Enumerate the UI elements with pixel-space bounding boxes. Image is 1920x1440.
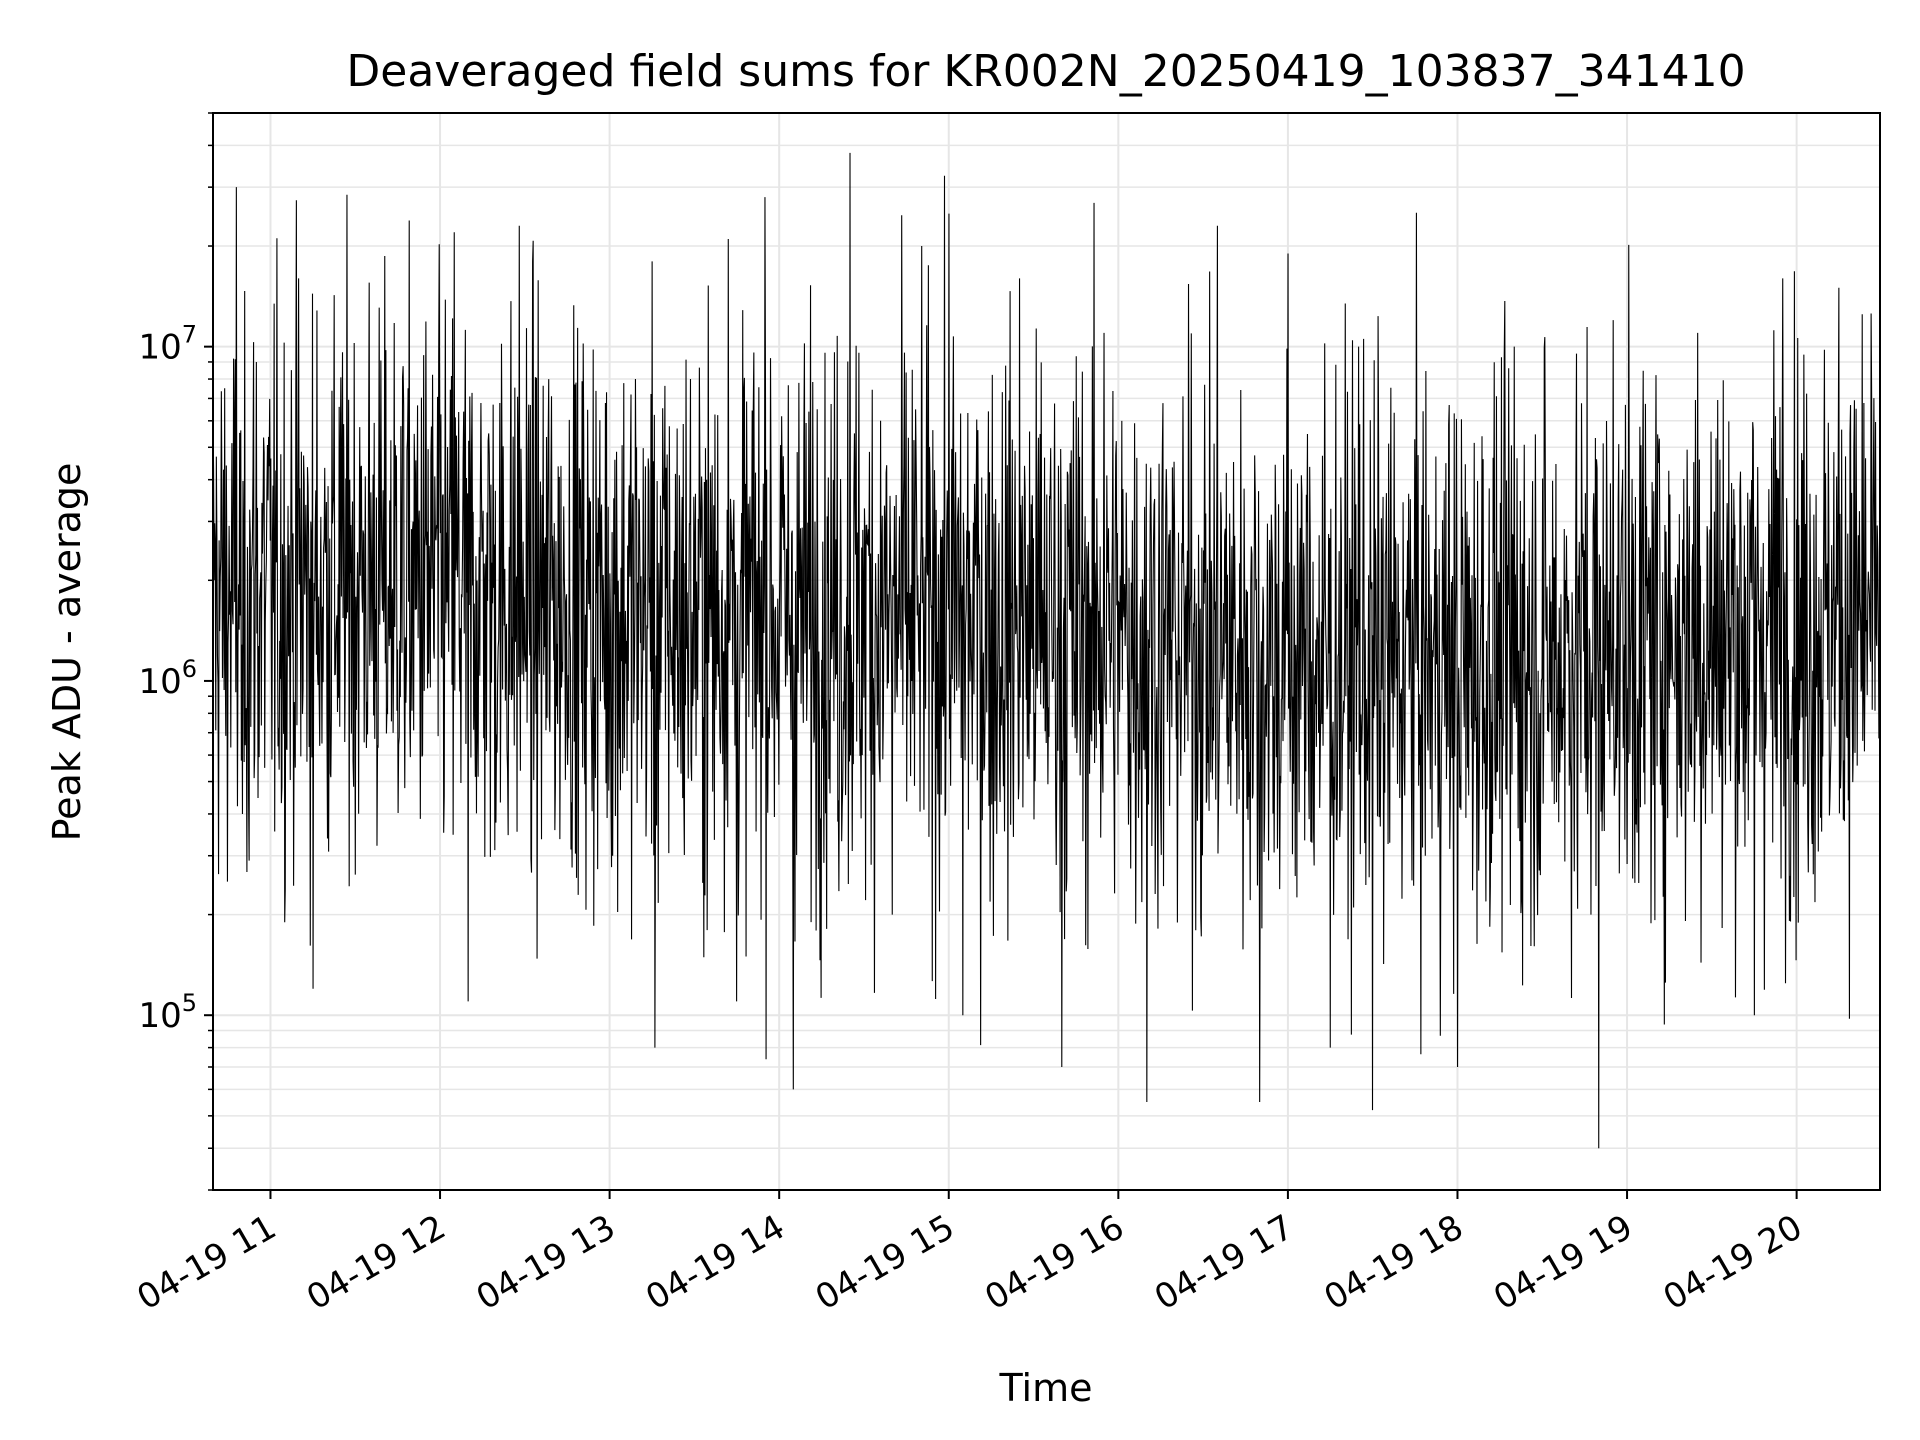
y-tick-label: 107 — [138, 321, 197, 368]
x-axis-label: Time — [999, 1366, 1093, 1410]
y-tick-label: 106 — [138, 655, 197, 702]
plot-frame — [212, 112, 1881, 1191]
y-axis-label: Peak ADU - average — [45, 463, 89, 842]
y-tick-label: 105 — [138, 989, 197, 1036]
chart-title: Deaveraged field sums for KR002N_2025041… — [346, 46, 1745, 97]
series-line — [212, 152, 1881, 1149]
series-group — [212, 152, 1881, 1149]
y-axis: 105 106 107 — [138, 112, 213, 1191]
